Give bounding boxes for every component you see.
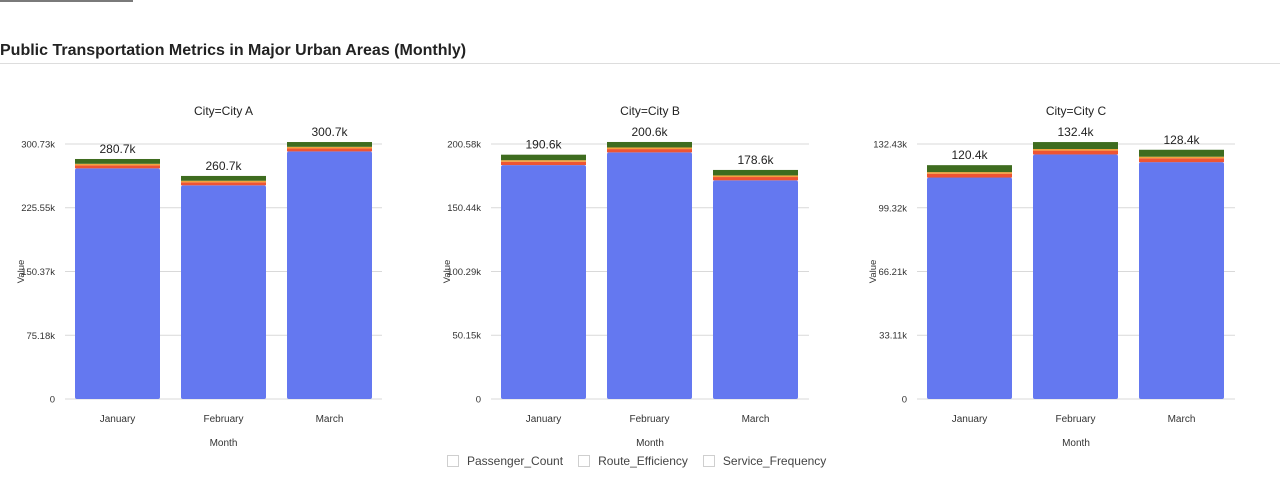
y-tick-label: 50.15k <box>452 331 481 342</box>
bar-orange-stripe <box>287 146 372 149</box>
bar-route-efficiency <box>607 149 692 153</box>
x-tick-label: February <box>629 414 669 425</box>
bar-passenger-count <box>1033 154 1118 399</box>
x-tick-label: January <box>526 414 562 425</box>
x-tick-label: March <box>316 414 344 425</box>
bar-total-label: 128.4k <box>1163 133 1200 147</box>
y-tick-label: 0 <box>476 395 481 406</box>
y-tick-label: 99.32k <box>878 203 907 214</box>
bar-total-label: 280.7k <box>99 142 136 156</box>
y-tick-label: 33.11k <box>879 331 907 342</box>
x-axis-label: Month <box>1062 438 1090 449</box>
bar-route-efficiency <box>1033 150 1118 155</box>
chart-title: City=City C <box>1046 104 1107 118</box>
bar-total-label: 132.4k <box>1057 125 1094 139</box>
bar-route-efficiency <box>181 182 266 186</box>
y-tick-label: 100.29k <box>447 267 481 278</box>
x-tick-label: March <box>742 414 770 425</box>
x-axis-label: Month <box>636 438 664 449</box>
y-tick-label: 150.44k <box>447 203 481 214</box>
x-tick-label: March <box>1168 414 1196 425</box>
y-tick-label: 300.73k <box>21 140 55 151</box>
x-axis-label: Month <box>210 438 238 449</box>
legend-checkbox[interactable] <box>578 455 591 467</box>
bar-total-label: 120.4k <box>951 148 988 162</box>
y-tick-label: 225.55k <box>21 203 55 214</box>
bar-service-frequency <box>75 158 160 164</box>
x-tick-label: January <box>100 414 136 425</box>
legend-label: Service_Frequency <box>722 454 827 468</box>
y-tick-label: 150.37k <box>21 267 55 278</box>
bar-passenger-count <box>1139 162 1224 399</box>
bar-service-frequency <box>181 175 266 181</box>
top-tab-indicator <box>0 0 133 2</box>
bar-passenger-count <box>75 168 160 399</box>
bar-total-label: 190.6k <box>525 138 562 152</box>
bar-service-frequency <box>927 165 1012 173</box>
x-tick-label: February <box>1055 414 1095 425</box>
bar-passenger-count <box>287 151 372 399</box>
chart-title: City=City B <box>620 104 680 118</box>
bar-passenger-count <box>713 180 798 399</box>
legend-label: Passenger_Count <box>467 454 564 468</box>
bar-route-efficiency <box>713 177 798 181</box>
bar-total-label: 200.6k <box>631 125 668 139</box>
bar-orange-stripe <box>927 172 1012 174</box>
bar-route-efficiency <box>501 161 586 166</box>
bar-route-efficiency <box>927 173 1012 178</box>
legend-item-passenger-count[interactable]: Passenger_Count <box>447 454 563 468</box>
y-tick-label: 66.21k <box>878 267 907 278</box>
bar-orange-stripe <box>75 163 160 166</box>
legend-checkbox[interactable] <box>447 455 459 467</box>
bar-orange-stripe <box>607 147 692 150</box>
bar-orange-stripe <box>713 175 798 178</box>
y-axis-label: Value <box>442 260 453 284</box>
y-tick-label: 200.58k <box>447 140 481 151</box>
bar-service-frequency <box>713 169 798 176</box>
chart-title: City=City A <box>194 104 253 118</box>
legend: Passenger_Count Route_Efficiency Service… <box>447 454 841 468</box>
bar-route-efficiency <box>287 148 372 152</box>
bar-orange-stripe <box>1033 149 1118 151</box>
y-axis-label: Value <box>868 260 879 284</box>
bar-passenger-count <box>501 165 586 399</box>
bar-total-label: 178.6k <box>737 153 774 167</box>
bar-service-frequency <box>287 142 372 147</box>
bar-total-label: 260.7k <box>205 159 242 173</box>
bar-passenger-count <box>607 152 692 399</box>
x-tick-label: February <box>203 414 243 425</box>
legend-item-route-efficiency[interactable]: Route_Efficiency <box>578 454 688 468</box>
bar-passenger-count <box>181 185 266 399</box>
y-axis-label: Value <box>16 260 27 284</box>
bar-service-frequency <box>1033 142 1118 150</box>
bar-service-frequency <box>1139 149 1224 157</box>
y-tick-label: 132.43k <box>873 140 907 151</box>
y-tick-label: 75.18k <box>26 331 55 342</box>
bar-passenger-count <box>927 177 1012 399</box>
title-divider <box>0 63 1280 64</box>
bar-service-frequency <box>607 141 692 148</box>
bar-service-frequency <box>501 154 586 161</box>
bar-orange-stripe <box>181 180 266 183</box>
bar-route-efficiency <box>75 165 160 169</box>
y-tick-label: 0 <box>50 395 55 406</box>
bar-orange-stripe <box>501 160 586 162</box>
page-title: Public Transportation Metrics in Major U… <box>0 42 467 59</box>
y-tick-label: 0 <box>902 395 907 406</box>
legend-label: Route_Efficiency <box>598 454 688 468</box>
bar-total-label: 300.7k <box>311 125 348 139</box>
bar-orange-stripe <box>1139 156 1224 159</box>
x-tick-label: January <box>952 414 988 425</box>
legend-checkbox[interactable] <box>702 455 715 467</box>
legend-item-service-frequency[interactable]: Service_Frequency <box>702 454 827 468</box>
bar-route-efficiency <box>1139 158 1224 163</box>
